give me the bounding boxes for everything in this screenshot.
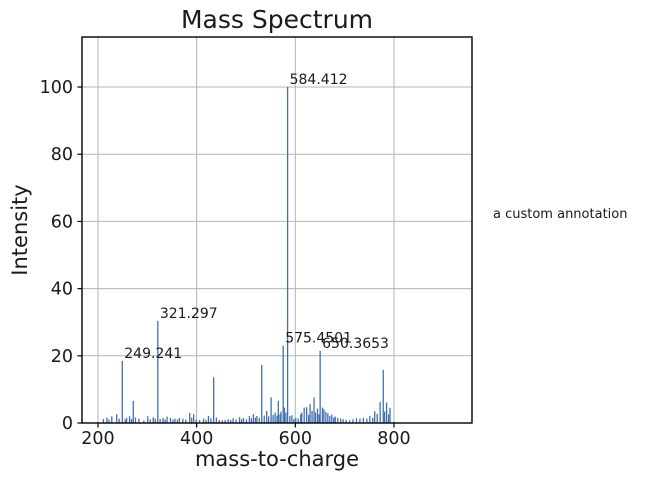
x-tick-label: 600: [279, 429, 312, 449]
y-axis-label: Intensity: [8, 184, 32, 276]
y-tick-label: 20: [51, 347, 73, 367]
y-tick-label: 60: [51, 212, 73, 232]
x-tick-label: 400: [180, 429, 213, 449]
x-tick-label: 200: [81, 429, 114, 449]
x-tick-label: 800: [377, 429, 410, 449]
chart-title: Mass Spectrum: [180, 5, 374, 34]
peak-label: 249.241: [124, 346, 182, 362]
axes-spines: [81, 36, 473, 424]
y-tick-label: 80: [51, 145, 73, 165]
x-axis-label: mass-to-charge: [194, 447, 360, 471]
custom-annotation: a custom annotation: [493, 207, 628, 222]
y-tick-label: 40: [51, 280, 73, 300]
peak-label: 584.412: [290, 72, 348, 88]
y-tick-label: 0: [62, 414, 73, 434]
peak-label: 321.297: [160, 306, 218, 322]
peak-label: 575.4501: [285, 331, 352, 347]
y-tick-label: 100: [40, 78, 73, 98]
peak-label: 650.3653: [322, 336, 389, 352]
